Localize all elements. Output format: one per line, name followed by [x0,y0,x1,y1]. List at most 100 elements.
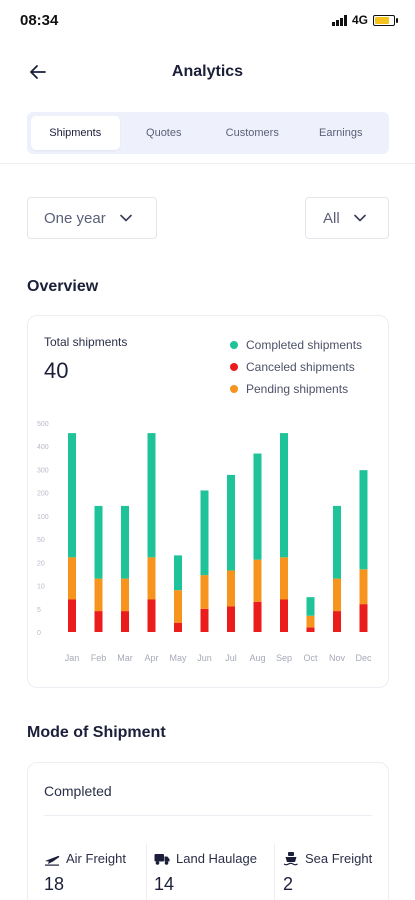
bar-pending-shipments [94,578,103,612]
mode-separator [274,843,275,900]
battery-level [375,16,389,24]
tab-shipments[interactable]: Shipments [31,116,120,150]
period-value: One year [44,209,106,227]
bar-pending-shipments [333,578,341,612]
total-shipments-label: Total shipments [44,335,128,349]
bar-pending-shipments [253,559,262,602]
mode-divider [44,815,372,816]
bar-canceled-shipments [94,611,103,632]
back-button[interactable] [26,60,50,84]
tab-customers[interactable]: Customers [225,127,279,139]
mode-value: 14 [154,874,175,894]
bar-completed-shipments [174,555,182,591]
y-tick-label: 200 [37,491,49,498]
bar-completed-shipments [306,597,315,616]
bar-pending-shipments [200,575,209,609]
x-tick-label: Oct [303,653,318,663]
shipments-bar-chart: 0 5 10 20 50 100 200 300 400 500 Jan Feb Mar Apr May Ju… [37,421,372,663]
y-tick-label: 100 [37,514,49,521]
bar-pending-shipments [227,570,235,607]
bar-completed-shipments [227,474,235,571]
bar-pending-shipments [359,569,368,605]
bar-completed-shipments [68,433,76,558]
bar-completed-shipments [280,433,288,558]
mode-label: Air Freight [66,851,126,866]
total-shipments-value: 40 [44,358,69,383]
bar-canceled-shipments [121,611,129,632]
y-tick-label: 50 [37,537,45,544]
header-divider [0,163,415,164]
bar-pending-shipments [68,557,76,600]
bar-completed-shipments [200,490,209,576]
legend-dot-canceled [230,363,238,371]
y-tick-label: 20 [37,560,45,567]
chevron-down-icon [119,214,132,222]
bar-completed-shipments [94,505,103,579]
mode-value: 2 [283,874,294,894]
network-label: 4G [351,13,368,27]
y-tick-label: 300 [37,467,49,474]
bar-canceled-shipments [147,599,156,632]
mode-of-shipment-card: Completed Air Freight 18 Land Haulage 14 [27,762,389,900]
chevron-down-icon [353,214,366,222]
y-tick-label: 5 [37,607,41,614]
legend-label: Completed shipments [246,338,363,352]
mode-land-haulage: Land Haulage 14 [154,851,257,895]
bar-canceled-shipments [306,627,315,632]
y-tick-label: 10 [37,584,45,591]
x-tick-label: Jun [197,653,212,663]
period-dropdown[interactable]: One year [27,197,157,239]
truck-icon [154,853,170,865]
status-indicators: 4G [331,13,398,27]
bar-pending-shipments [147,557,156,600]
x-tick-label: Mar [117,653,133,663]
mode-sea-freight: Sea Freight 2 [283,851,372,895]
x-tick-label: May [169,653,187,663]
bar-pending-shipments [174,590,182,623]
bar-completed-shipments [253,453,262,560]
x-tick-label: Sep [276,653,292,663]
bar-canceled-shipments [68,599,76,632]
bar-pending-shipments [280,557,288,600]
x-tick-label: Nov [329,653,346,663]
x-tick-label: Feb [91,653,107,663]
x-tick-label: Jul [225,653,237,663]
legend-pending: Pending shipments [230,378,362,400]
status-bar: 08:34 4G [0,0,415,40]
tab-bar: Shipments Quotes Customers Earnings [27,112,389,154]
mode-value: 18 [44,874,65,894]
signal-icon [331,14,347,26]
page-title: Analytics [171,63,244,80]
bar-completed-shipments [359,470,368,570]
scope-dropdown[interactable]: All [305,197,389,239]
bar-canceled-shipments [280,599,288,632]
legend-label: Canceled shipments [246,360,355,374]
legend-canceled: Canceled shipments [230,356,362,378]
x-tick-label: Apr [144,653,158,663]
y-tick-label: 400 [37,444,49,451]
bar-canceled-shipments [174,622,182,632]
mode-separator [146,843,147,900]
y-tick-label: 500 [37,421,49,428]
tab-earnings[interactable]: Earnings [319,127,363,139]
legend-dot-pending [230,385,238,393]
bar-completed-shipments [121,505,129,579]
mode-of-shipment-title: Mode of Shipment [27,724,166,741]
mode-air-freight: Air Freight 18 [44,851,126,895]
overview-title: Overview [27,278,99,295]
battery-icon [373,14,398,26]
bar-completed-shipments [333,505,341,579]
app-header: Analytics [0,52,415,92]
bar-canceled-shipments [333,611,341,632]
x-tick-label: Aug [249,653,265,663]
status-time: 08:34 [20,12,59,29]
plane-icon [45,855,60,866]
x-tick-label: Dec [355,653,372,663]
bar-canceled-shipments [359,604,368,632]
bar-completed-shipments [147,433,156,558]
mode-status-label: Completed [44,783,112,799]
bar-pending-shipments [306,615,315,628]
legend-completed: Completed shipments [230,334,362,356]
tab-quotes[interactable]: Quotes [146,127,182,139]
arrow-left-icon [30,65,46,79]
